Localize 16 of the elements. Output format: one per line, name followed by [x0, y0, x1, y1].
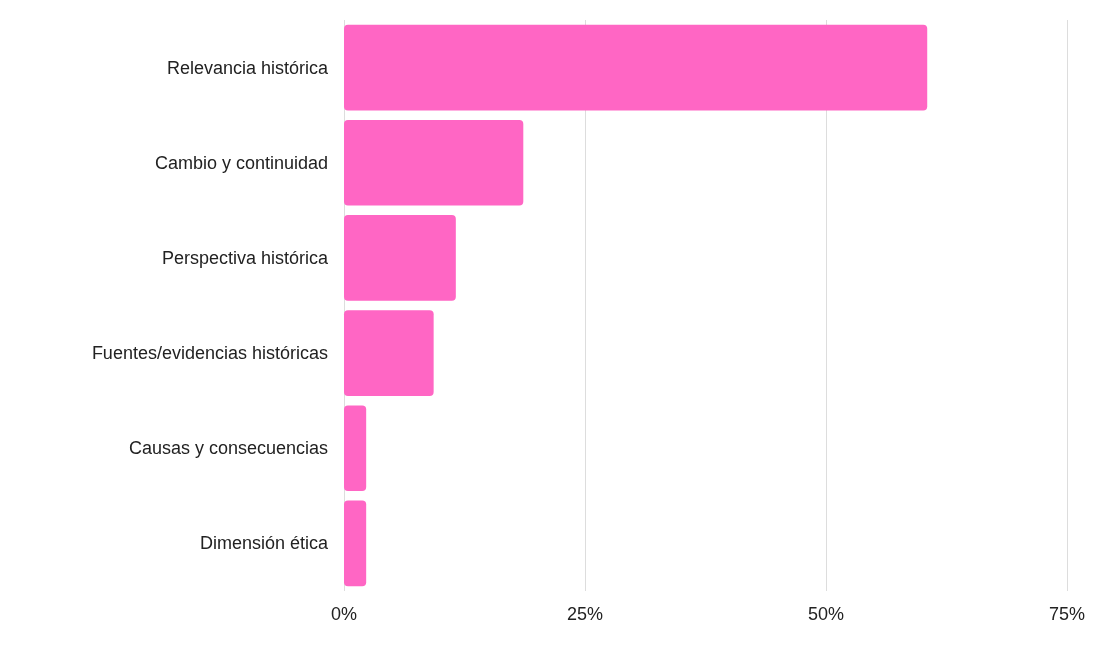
- x-tick-label: 50%: [807, 604, 845, 624]
- x-tick-label: 0%: [330, 604, 358, 624]
- bar: [344, 215, 456, 301]
- y-tick-label: Causas y consecuencias: [128, 438, 328, 459]
- bar: [344, 119, 524, 206]
- bar: [344, 24, 928, 111]
- y-tick-label: Perspectiva histórica: [161, 247, 329, 268]
- bar: [344, 500, 367, 587]
- x-tick-label: 25%: [566, 604, 604, 624]
- y-tick-label: Relevancia histórica: [166, 57, 329, 78]
- bar: [344, 310, 434, 396]
- bar: [344, 405, 367, 492]
- y-tick-label: Cambio y continuidad: [154, 152, 328, 173]
- x-tick-label: 75%: [1048, 604, 1086, 624]
- y-tick-label: Dimensión ética: [199, 533, 329, 554]
- y-tick-label: Fuentes/evidencias históricas: [91, 343, 328, 364]
